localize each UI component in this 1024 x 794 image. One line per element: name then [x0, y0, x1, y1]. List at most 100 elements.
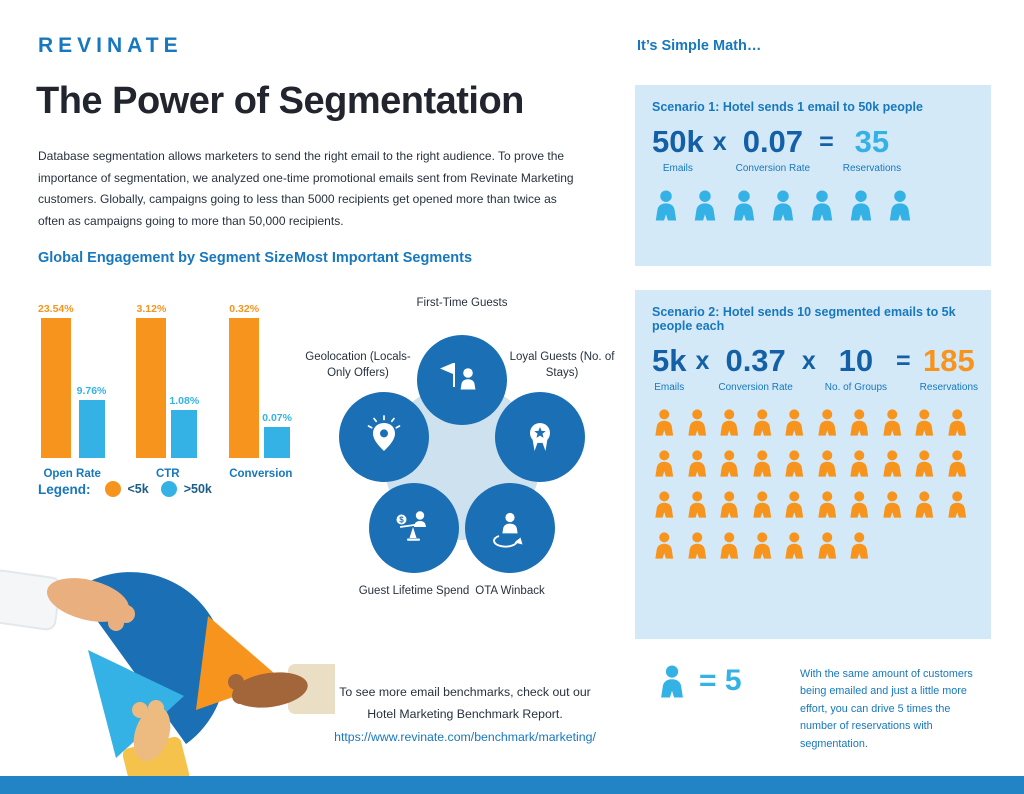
bar-column: 9.76% [76, 385, 107, 458]
bar-column: 23.54% [38, 303, 74, 458]
bar-under-5k [40, 318, 71, 458]
scenario-1-panel: Scenario 1: Hotel sends 1 email to 50k p… [635, 85, 991, 266]
person-icon [687, 491, 706, 518]
person-icon [817, 409, 836, 436]
hands-pie-graphic [0, 569, 348, 794]
engagement-bar-chart: 23.54% 9.76% Open Rate 3.12% 1.08% CTR 0… [38, 300, 292, 480]
person-icon [850, 409, 869, 436]
person-icon [720, 450, 739, 477]
equation-value: 0.37 [725, 343, 786, 378]
bar-value-label: 1.08% [169, 395, 200, 407]
key-equals-value: = 5 [699, 664, 742, 697]
segment-label-loyal-guests: Loyal Guests (No. of Stays) [509, 351, 615, 379]
equation-operator: = [896, 347, 911, 375]
equation-term-label: Conversion Rate [735, 163, 811, 174]
person-icon [655, 491, 674, 518]
equation-term: 10 No. of Groups [825, 343, 887, 393]
person-icon [772, 190, 794, 221]
legend-swatch-orange [104, 481, 121, 497]
person-icon [785, 491, 804, 518]
key-person-icon [657, 664, 687, 698]
equation-value: 5k [652, 343, 687, 378]
person-icon [655, 409, 674, 436]
equation-term-label: Emails [654, 382, 685, 393]
bar-group-conversion: 0.32% 0.07% Conversion [229, 300, 292, 480]
cta-link[interactable]: https://www.revinate.com/benchmark/marke… [334, 730, 596, 745]
equation-term: 50k Emails [652, 124, 704, 174]
scenario-2-panel: Scenario 2: Hotel sends 10 segmented ema… [635, 290, 991, 639]
person-icon [915, 450, 934, 477]
icon-key: = 5 [657, 664, 742, 698]
scenario-2-title: Scenario 2: Hotel sends 10 segmented ema… [652, 305, 956, 333]
equation-term: 185 Reservations [920, 343, 978, 393]
person-icon [947, 409, 966, 436]
scenario-2-person-icons [652, 409, 974, 559]
cta-line1: To see more email benchmarks, check out … [339, 685, 591, 699]
location-pin-icon [367, 415, 401, 451]
person-icon [882, 409, 901, 436]
person-icon [720, 409, 739, 436]
legend-item-over-50k: >50k [160, 481, 212, 497]
person-icon [720, 532, 739, 559]
bar-value-label: 0.07% [262, 412, 292, 424]
bar-category-label: Conversion [229, 468, 293, 480]
person-icon [720, 491, 739, 518]
equation-value: 10 [838, 343, 874, 378]
equation-operator: = [819, 128, 834, 156]
person-icon [687, 409, 706, 436]
equation-term-label: Emails [662, 163, 693, 174]
legend-swatch-blue [160, 481, 177, 497]
bar-category-label: CTR [155, 468, 180, 480]
simple-math-heading: It’s Simple Math… [637, 38, 762, 54]
cta-block: To see more email benchmarks, check out … [315, 682, 615, 749]
bar-over-50k [264, 427, 291, 458]
legend-label: Legend: [38, 481, 91, 497]
equation-value: 50k [652, 124, 704, 159]
person-icon [817, 450, 836, 477]
equation-term-label: Reservations [919, 382, 979, 393]
scenario-1-person-icons [652, 190, 974, 221]
person-icon [850, 450, 869, 477]
equation-term: 5k Emails [652, 343, 686, 393]
person-icon [882, 450, 901, 477]
bar-column: 0.32% [229, 303, 260, 458]
segment-label-geolocation: Geolocation (Locals-Only Offers) [305, 351, 411, 379]
equation-value: 0.07 [742, 124, 804, 159]
chart-section-title: Global Engagement by Segment Size [38, 250, 294, 266]
segment-label-ota-winback: OTA Winback [475, 585, 545, 597]
person-icon [785, 450, 804, 477]
equation-value: 185 [922, 343, 975, 378]
person-icon [850, 491, 869, 518]
key-note: With the same amount of customers being … [800, 668, 973, 750]
equation-value: 35 [854, 124, 890, 159]
scenario-2-equation: 5k Emails x 0.37 Conversion Rate x 10 No. of Gr… [652, 343, 978, 393]
revinate-logo: REVINATE [38, 34, 183, 57]
bar-value-label: 3.12% [136, 303, 167, 315]
equation-operator: x [712, 128, 727, 156]
person-icon [915, 409, 934, 436]
bar-category-label: Open Rate [43, 468, 101, 480]
person-icon [785, 409, 804, 436]
svg-text:$: $ [399, 515, 404, 524]
bar-over-50k [171, 410, 198, 458]
person-icon [752, 491, 771, 518]
bar-value-label: 9.76% [76, 385, 107, 397]
legend-item-under-5k: <5k [104, 481, 149, 497]
scenario-1-title: Scenario 1: Hotel sends 1 email to 50k p… [652, 100, 923, 114]
person-icon [817, 532, 836, 559]
person-icon [661, 664, 683, 698]
bar-column: 1.08% [169, 395, 199, 458]
person-icon [687, 532, 706, 559]
winback-arrow-icon [493, 512, 523, 548]
person-icon [850, 190, 872, 221]
segment-label-first-time-guests: First-Time Guests [416, 297, 508, 309]
hands-pie-illustration [0, 548, 348, 794]
equation-term: 35 Reservations [843, 124, 901, 174]
cta-line2: Hotel Marketing Benchmark Report. [367, 706, 563, 721]
person-icon [850, 532, 869, 559]
segments-circles: $ [339, 335, 585, 573]
flag-guest-icon [440, 363, 476, 390]
equation-term-label: Reservations [842, 163, 902, 174]
person-icon [733, 190, 755, 221]
